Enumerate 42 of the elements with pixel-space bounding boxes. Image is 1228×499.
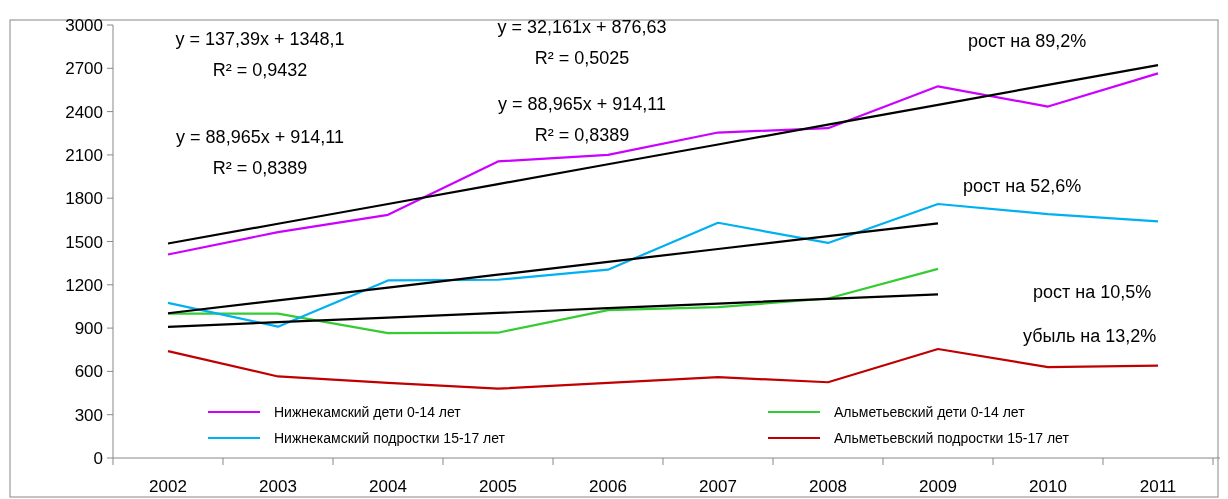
y-tick-label: 300 [74,405,103,425]
x-tick-label: 2007 [699,477,737,496]
line-series [166,202,1160,328]
annotation: убыль на 13,2% [1023,326,1157,346]
annotation: R² = 0,5025 [534,48,630,68]
y-tick-label: 3000 [65,16,103,35]
y-tick-label: 900 [74,319,103,339]
legend-label: Альметьевский дети 0-14 лет [834,404,1026,420]
legend-label: Альметьевский подростки 15-17 лет [834,430,1070,446]
x-tick-label: 2011 [1139,477,1177,496]
y-tick-label: 1500 [65,232,103,252]
annotation: y = 88,965x + 914,11 [498,94,666,114]
y-tick-label: 1800 [65,189,103,209]
legend-label: Нижнекамский дети 0-14 лет [274,404,462,420]
x-tick-label: 2005 [479,477,517,496]
x-tick-label: 2008 [809,477,847,496]
y-tick-label: 1200 [65,275,103,295]
x-tick-label: 2009 [919,477,957,496]
legend-label: Нижнекамский подростки 15-17 лет [274,430,506,446]
annotation: R² = 0,8389 [212,158,308,178]
y-tick-label: 2700 [65,59,103,79]
annotation: y = 88,965x + 914,11 [176,127,344,147]
y-tick-label: 2400 [65,102,103,122]
line-series [166,347,1160,390]
line-series [166,267,940,335]
annotation: y = 32,161x + 876,63 [497,17,667,37]
annotation: y = 137,39x + 1348,1 [175,29,345,49]
x-tick-label: 2002 [149,477,187,496]
line-series [166,293,940,328]
line-series [166,222,940,315]
annotation: рост на 10,5% [1033,282,1152,302]
annotation: R² = 0,8389 [534,125,630,145]
y-tick-label: 0 [93,449,103,468]
y-tick-label: 2100 [65,145,103,165]
x-tick-label: 2010 [1029,477,1067,496]
annotation: рост на 52,6% [963,176,1082,196]
annotation: рост на 89,2% [968,31,1087,51]
x-tick-label: 2004 [369,477,407,496]
y-tick-label: 600 [74,362,103,382]
annotation: R² = 0,9432 [212,60,308,80]
x-tick-label: 2006 [589,477,627,496]
x-tick-label: 2003 [259,477,297,496]
